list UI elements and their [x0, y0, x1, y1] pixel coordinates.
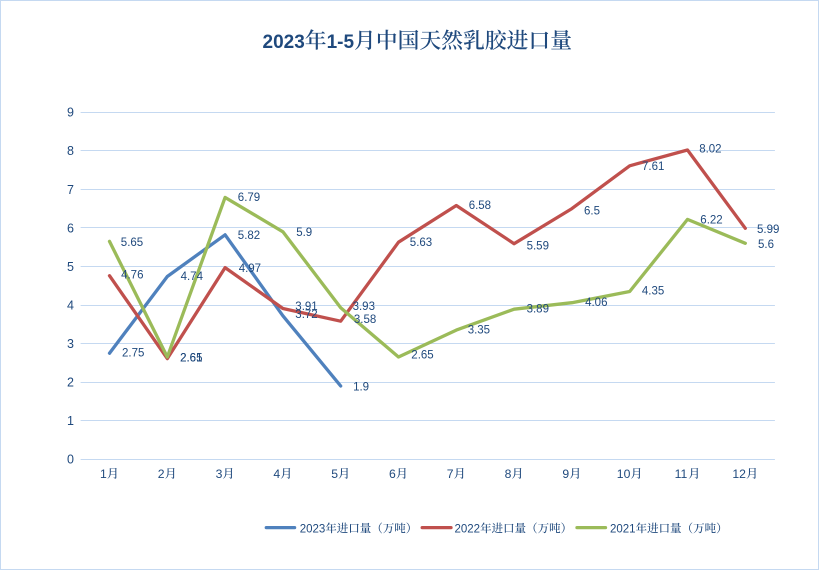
svg-text:8: 8: [505, 467, 512, 481]
svg-text:2023: 2023: [263, 32, 305, 53]
svg-text:4: 4: [273, 467, 280, 481]
svg-text:3.89: 3.89: [527, 304, 549, 316]
svg-text:5: 5: [67, 260, 74, 274]
svg-text:2023: 2023: [300, 523, 326, 535]
svg-text:3.91: 3.91: [295, 301, 317, 313]
svg-text:6.79: 6.79: [238, 192, 260, 204]
svg-text:3.72: 3.72: [295, 309, 317, 321]
svg-text:5.65: 5.65: [121, 237, 143, 249]
svg-text:9: 9: [562, 467, 569, 481]
svg-text:2.61: 2.61: [180, 353, 202, 365]
svg-text:12: 12: [732, 467, 746, 481]
svg-text:0: 0: [67, 453, 74, 467]
svg-text:3.93: 3.93: [353, 301, 375, 313]
svg-text:2: 2: [67, 376, 74, 390]
svg-text:2021: 2021: [610, 523, 636, 535]
svg-text:5.9: 5.9: [296, 227, 312, 239]
svg-text:7: 7: [447, 467, 454, 481]
svg-text:8.02: 8.02: [699, 144, 721, 156]
svg-text:3.58: 3.58: [354, 314, 376, 326]
svg-text:7: 7: [67, 183, 74, 197]
svg-text:2022: 2022: [455, 523, 481, 535]
svg-text:5.6: 5.6: [758, 239, 774, 251]
svg-text:8: 8: [67, 144, 74, 158]
svg-text:5.82: 5.82: [238, 230, 260, 242]
svg-text:1: 1: [67, 414, 74, 428]
svg-text:1: 1: [100, 467, 107, 481]
svg-text:4.06: 4.06: [585, 297, 607, 309]
svg-text:6: 6: [389, 467, 396, 481]
svg-text:4: 4: [67, 298, 74, 312]
svg-text:4.74: 4.74: [181, 271, 204, 283]
svg-text:7.61: 7.61: [642, 161, 664, 173]
svg-text:4.97: 4.97: [239, 263, 261, 275]
svg-text:4.35: 4.35: [642, 286, 664, 298]
svg-text:9: 9: [67, 106, 74, 120]
svg-text:5.63: 5.63: [410, 237, 432, 249]
svg-text:6.5: 6.5: [584, 205, 600, 217]
svg-text:1-5: 1-5: [327, 32, 355, 53]
svg-text:6.58: 6.58: [469, 200, 491, 212]
svg-text:3: 3: [216, 467, 223, 481]
svg-text:5.59: 5.59: [527, 240, 549, 252]
svg-text:5.99: 5.99: [757, 224, 779, 236]
svg-text:2.65: 2.65: [411, 350, 433, 362]
svg-text:2.75: 2.75: [122, 347, 144, 359]
svg-text:6.22: 6.22: [700, 214, 722, 226]
svg-text:6: 6: [67, 221, 74, 235]
svg-text:2: 2: [158, 467, 165, 481]
svg-text:3: 3: [67, 337, 74, 351]
svg-text:5: 5: [331, 467, 338, 481]
svg-text:10: 10: [617, 467, 631, 481]
svg-text:1.9: 1.9: [353, 382, 369, 394]
svg-text:11: 11: [675, 467, 688, 481]
svg-text:3.35: 3.35: [468, 325, 490, 337]
svg-text:2.65: 2.65: [180, 353, 202, 365]
svg-text:4.76: 4.76: [121, 270, 143, 282]
